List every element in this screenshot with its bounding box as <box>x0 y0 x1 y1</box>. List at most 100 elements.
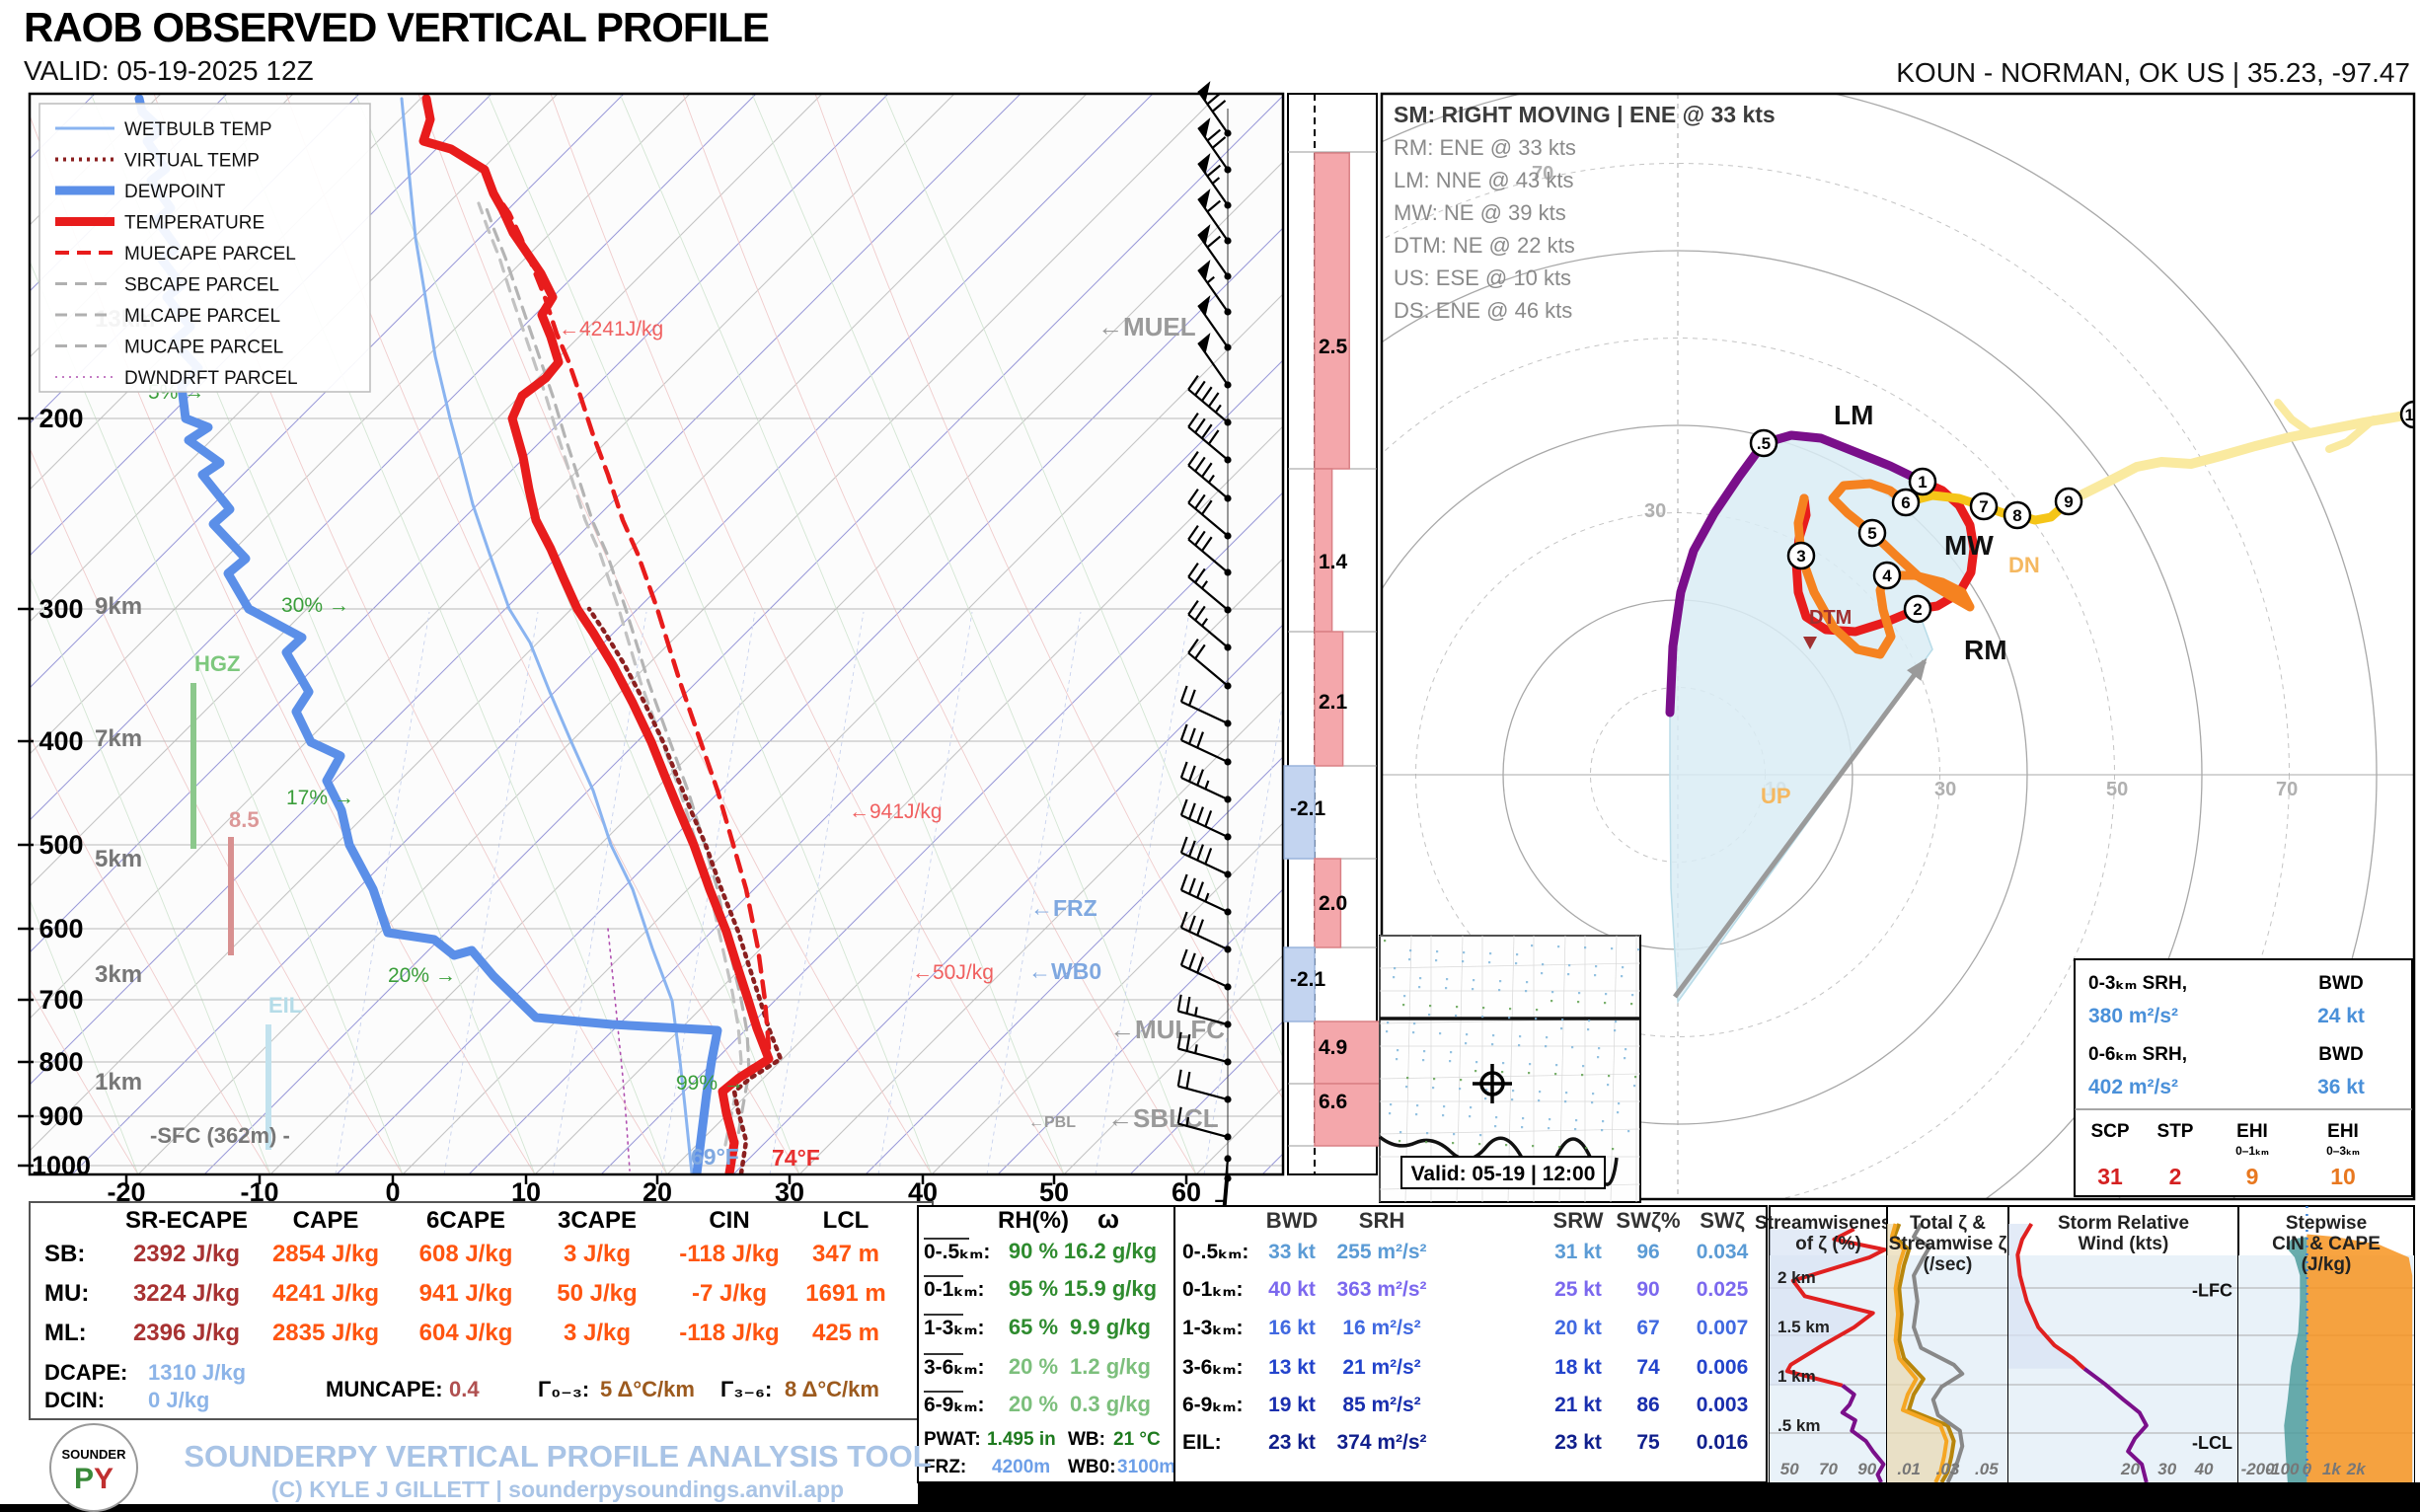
station-location: KOUN - NORMAN, OK US | 35.23, -97.47 <box>1896 57 2410 88</box>
height-label: 9km <box>95 593 142 620</box>
panel-level-label: -LCL <box>2192 1433 2232 1453</box>
thermo-value: 2854 J/kg <box>272 1241 379 1267</box>
panel-xtick: 40 <box>2194 1460 2214 1478</box>
shear-value: 31 kt <box>1554 1241 1602 1263</box>
skewt-border <box>28 92 1285 1176</box>
thermo-value: 50 J/kg <box>557 1280 637 1307</box>
dry-adiabat-line <box>30 446 404 1174</box>
hodo-arrow-head <box>1907 657 1928 681</box>
srh03-header: 0-3ₖₘ SRH, <box>2088 973 2187 994</box>
temp-tick-label: 60 <box>1172 1177 1201 1207</box>
composite-header: EHI <box>2327 1121 2359 1142</box>
thermo-value: 4241 J/kg <box>272 1280 379 1307</box>
legend-label: WETBULB TEMP <box>124 119 272 140</box>
shear-value: 0.007 <box>1697 1317 1749 1339</box>
moist-line <box>619 94 1065 1174</box>
hodograph-border <box>1380 92 2416 1201</box>
hodograph-grid: 10 30 50 70 30 70 .5 1 2 3 4 5 6 7 8 9 13 LM MW RM DTM DN UP <box>1382 94 2414 1199</box>
moist-adiabat-line <box>600 491 1283 1174</box>
panel-title: of ζ (%) <box>1795 1234 1861 1254</box>
moist-adiabat-line <box>997 888 1283 1174</box>
hodo-rm-arrow <box>1672 659 1928 999</box>
panel-fill <box>2307 1234 2413 1482</box>
temp-tick-label: 50 <box>1039 1177 1069 1207</box>
thermo-header: LCL <box>823 1207 870 1234</box>
moist-line <box>30 575 271 1174</box>
wind-barb <box>1197 81 1232 137</box>
hodo-label-lm: LM <box>1834 400 1873 430</box>
muel-annot: ←MUEL <box>1097 312 1196 341</box>
rh-value: 65 % <box>1009 1315 1058 1339</box>
hodo-label-dn: DN <box>2008 553 2040 577</box>
rh-value: 90 % <box>1009 1239 1058 1263</box>
hodo-height-marker <box>1749 428 1778 458</box>
hodo-height-marker-label: 3 <box>1796 547 1805 566</box>
moist-adiabat-line <box>71 94 1154 1174</box>
height-label: 1km <box>95 1069 142 1096</box>
wind-barb <box>1187 638 1232 690</box>
hodo-trace-segment <box>2274 399 2313 436</box>
panel-xtick: 0 <box>2303 1460 2312 1478</box>
lapse-85-label: 8.5 <box>229 807 260 832</box>
muncape-value: 0.4 <box>449 1377 480 1401</box>
moist-line <box>883 94 1283 1060</box>
dry-adiabat-line <box>30 734 271 1174</box>
shear-header: SWζ <box>1700 1208 1745 1233</box>
muncape-label: MUNCAPE: <box>326 1377 443 1401</box>
bwd03-header: BWD <box>2318 973 2363 994</box>
skewt-background <box>30 94 1283 1174</box>
wind-barb <box>1197 189 1232 245</box>
panel-xtick: 50 <box>1780 1460 1799 1478</box>
thermo-header: SR-ECAPE <box>125 1207 248 1234</box>
panel-title: Streamwiseness <box>1755 1213 1902 1234</box>
rh-row-label: 0-1ₖₘ: <box>924 1278 985 1301</box>
frz-value: 4200m <box>992 1457 1050 1477</box>
thermo-value: 3 J/kg <box>564 1241 631 1267</box>
pressure-tick-label: 800 <box>38 1047 83 1077</box>
wind-barb <box>1176 1069 1232 1103</box>
srh06-header: 0-6ₖₘ SRH, <box>2088 1044 2187 1065</box>
footer-credit: (C) KYLE J GILLETT | sounderpysoundings.… <box>270 1476 845 1502</box>
dwndrft-parcel-curve <box>607 928 631 1172</box>
moist-adiabat-line <box>30 94 757 821</box>
pwat-value: 1.495 in <box>987 1429 1056 1450</box>
omega-bar-value: 2.5 <box>1319 336 1348 358</box>
thermo-value: -118 J/kg <box>679 1241 779 1267</box>
dry-adiabat-line <box>417 94 933 1174</box>
dcin-label: DCIN: <box>44 1388 105 1412</box>
pressure-tick-label: 1000 <box>32 1151 91 1180</box>
wind-barb <box>1179 685 1232 727</box>
panel-xtick: .03 <box>1936 1460 1960 1478</box>
shear-value: 0.003 <box>1697 1394 1749 1416</box>
lapse03-value: 5 Δ°C/km <box>600 1377 695 1401</box>
shear-value: 19 kt <box>1268 1394 1316 1416</box>
panel-xtick: 90 <box>1857 1460 1876 1478</box>
rh-20pct: 20% → <box>388 964 456 987</box>
wind-barb <box>1179 948 1232 991</box>
mixing-ratio-line <box>443 611 539 1174</box>
wind-barb <box>1187 562 1232 614</box>
panel-curve <box>1889 1223 1949 1482</box>
wind-barb <box>1179 873 1232 916</box>
composite-header: STP <box>2157 1121 2194 1142</box>
omega-bar <box>1314 631 1344 767</box>
panel-curve <box>1892 1223 1956 1482</box>
mixing-ratio-line <box>877 611 973 1174</box>
hodo-trace-segment <box>1793 479 1975 659</box>
eil-label: EIL <box>268 993 302 1018</box>
omega-bar <box>1283 765 1316 860</box>
isotherm-line <box>30 94 955 1020</box>
wind-barb <box>1187 488 1232 540</box>
hodo-label-dtm: DTM <box>1809 607 1852 629</box>
legend-label: VIRTUAL TEMP <box>124 151 260 172</box>
thermo-header: 3CAPE <box>558 1207 637 1234</box>
panel-xtick: 70 <box>1819 1460 1838 1478</box>
rh-value: 20 % <box>1009 1354 1058 1379</box>
shear-header: SRW <box>1553 1208 1604 1233</box>
omega-bar-value: -2.1 <box>1290 797 1326 820</box>
panel-ylabel: 2 km <box>1777 1268 1816 1287</box>
mixing-ratio-line <box>1095 611 1190 1174</box>
panel-curve <box>2015 1222 2086 1371</box>
wb0-annot: ←WB0 <box>1028 958 1101 984</box>
hodo-ring-label: 70 <box>1532 163 1553 185</box>
